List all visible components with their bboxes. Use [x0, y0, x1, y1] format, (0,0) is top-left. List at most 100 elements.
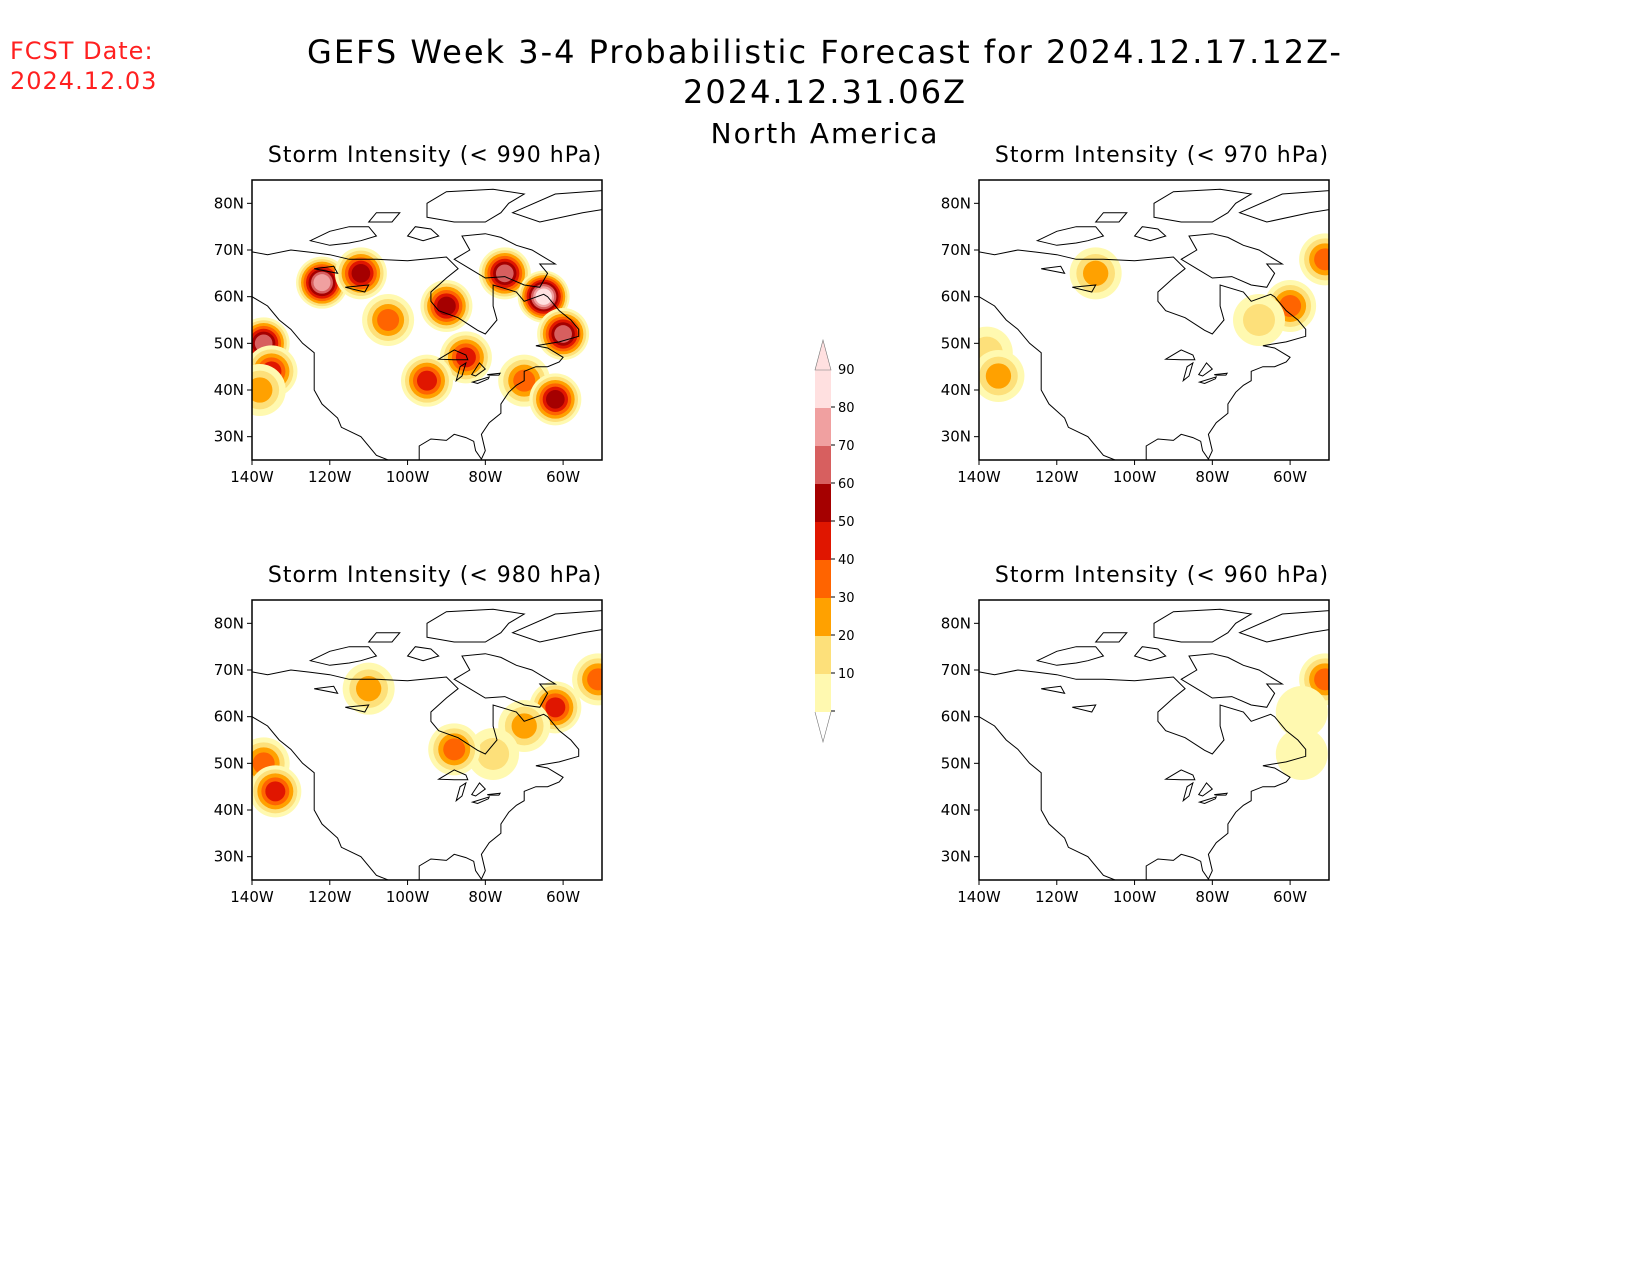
fcst-date-value: 2024.12.03: [10, 67, 158, 95]
coastline-path: [1238, 610, 1329, 643]
coastline-path: [1094, 632, 1128, 643]
coastline-path: [979, 669, 1307, 880]
x-tick-label: 100W: [1113, 888, 1157, 906]
x-tick-label: 60W: [1273, 468, 1307, 486]
map-panel-970: Storm Intensity (< 970 hPa) 30N 40N 50N 60N…: [941, 143, 1382, 523]
coastline-path: [436, 349, 469, 361]
coastline: [979, 188, 1329, 460]
y-tick-label: 60N: [941, 288, 971, 306]
coastline-path: [979, 249, 1307, 460]
y-tick-label: 60N: [941, 708, 971, 726]
probability-contour: [1243, 304, 1275, 336]
coastline-path: [345, 704, 370, 713]
map-panel-960: Storm Intensity (< 960 hPa) 30N 40N 50N 60N…: [941, 563, 1382, 943]
x-tick-label: 120W: [308, 888, 352, 906]
coastline-path: [1197, 376, 1218, 385]
coastline-path: [1182, 781, 1194, 803]
map-frame: [978, 599, 1330, 881]
fcst-date: FCST Date: 2024.12.03: [10, 36, 157, 96]
fcst-date-label: FCST Date:: [10, 37, 154, 65]
x-tick-label: 60W: [546, 888, 580, 906]
map-plot: 30N 40N 50N 60N 70N 80N 140W 120W 100W 80W 60W: [941, 599, 1330, 906]
probability-contour: [1279, 295, 1302, 317]
x-tick-label: 120W: [1035, 468, 1079, 486]
coastline-path: [1153, 188, 1253, 223]
probability-contour: [377, 309, 400, 331]
map-plot: 30N 40N 50N 60N 70N 80N 140W 120W 100W 80W 60W: [941, 179, 1330, 486]
coastline-path: [1214, 792, 1229, 796]
colorbar-swatch: [815, 484, 831, 522]
colorbar-tick-label: 60: [838, 477, 855, 492]
panel-title: Storm Intensity (< 960 hPa): [994, 563, 1330, 588]
main-title: GEFS Week 3-4 Probabilistic Forecast for…: [307, 33, 1343, 111]
probability-field: [979, 233, 1329, 402]
coastline-path: [367, 632, 401, 643]
coastline-path: [453, 653, 558, 708]
probability-contour: [1083, 260, 1109, 286]
probability-contour: [535, 288, 552, 305]
map-frame: [251, 179, 603, 461]
probability-contour: [417, 370, 437, 391]
page-title: GEFS Week 3-4 Probabilistic Forecast for…: [175, 32, 1475, 154]
coastline-path: [1182, 361, 1194, 383]
y-tick-label: 30N: [941, 848, 971, 866]
x-tick-label: 80W: [468, 468, 502, 486]
coastline-path: [511, 190, 602, 223]
coastline-path: [1153, 608, 1253, 643]
probability-contour: [511, 713, 537, 739]
probability-contour: [437, 296, 456, 316]
y-tick-label: 60N: [214, 708, 244, 726]
coastline-path: [487, 372, 502, 376]
x-tick-label: 140W: [230, 888, 274, 906]
y-tick-label: 30N: [941, 428, 971, 446]
probability-contour: [477, 738, 510, 770]
coastline-path: [252, 669, 580, 880]
map-panel-990: Storm Intensity (< 990 hPa) 30N 40N 50N 60N…: [214, 143, 655, 523]
probability-contour: [356, 676, 382, 702]
coastline-path: [1072, 704, 1097, 713]
colorbar-swatch: [815, 522, 831, 560]
coastline-path: [470, 376, 491, 385]
coastline-path: [470, 362, 487, 377]
y-tick-label: 80N: [941, 194, 971, 212]
probability-field: [252, 653, 602, 818]
y-tick-label: 40N: [214, 381, 244, 399]
coastline: [979, 608, 1329, 880]
probability-contour: [1275, 686, 1328, 738]
coastline-path: [308, 646, 378, 666]
y-tick-label: 70N: [214, 241, 244, 259]
colorbar-tick-label: 80: [838, 401, 855, 416]
probability-contour: [1314, 668, 1329, 691]
coastline-path: [1072, 284, 1097, 293]
coastline-path: [455, 361, 467, 383]
x-tick-label: 100W: [386, 468, 430, 486]
x-tick-label: 60W: [1273, 888, 1307, 906]
y-tick-label: 70N: [941, 661, 971, 679]
probability-contour: [554, 325, 572, 343]
coastline-path: [470, 782, 487, 797]
coastline-path: [1180, 653, 1285, 708]
y-tick-label: 50N: [214, 334, 244, 352]
x-tick-label: 80W: [1195, 888, 1229, 906]
colorbar-tick-label: 50: [838, 515, 855, 530]
x-tick-label: 80W: [1195, 468, 1229, 486]
coastline-path: [345, 284, 370, 293]
coastline-path: [1035, 226, 1105, 246]
coastline-path: [1197, 362, 1214, 377]
coastline-path: [1094, 212, 1128, 223]
coastline-path: [252, 249, 580, 460]
region-subtitle: North America: [710, 117, 940, 150]
colorbar-arrow-bottom: [814, 711, 832, 744]
coastline-path: [426, 188, 526, 223]
x-tick-label: 120W: [308, 468, 352, 486]
x-tick-label: 60W: [546, 468, 580, 486]
coastline-path: [367, 212, 401, 223]
probability-field: [1275, 653, 1329, 780]
coastline-path: [487, 792, 502, 796]
probability-field: [252, 247, 590, 426]
y-tick-label: 70N: [214, 661, 244, 679]
coastline-path: [426, 608, 526, 643]
y-tick-label: 30N: [214, 428, 244, 446]
coastline-path: [1180, 233, 1285, 288]
colorbar-swatch: [815, 636, 831, 674]
